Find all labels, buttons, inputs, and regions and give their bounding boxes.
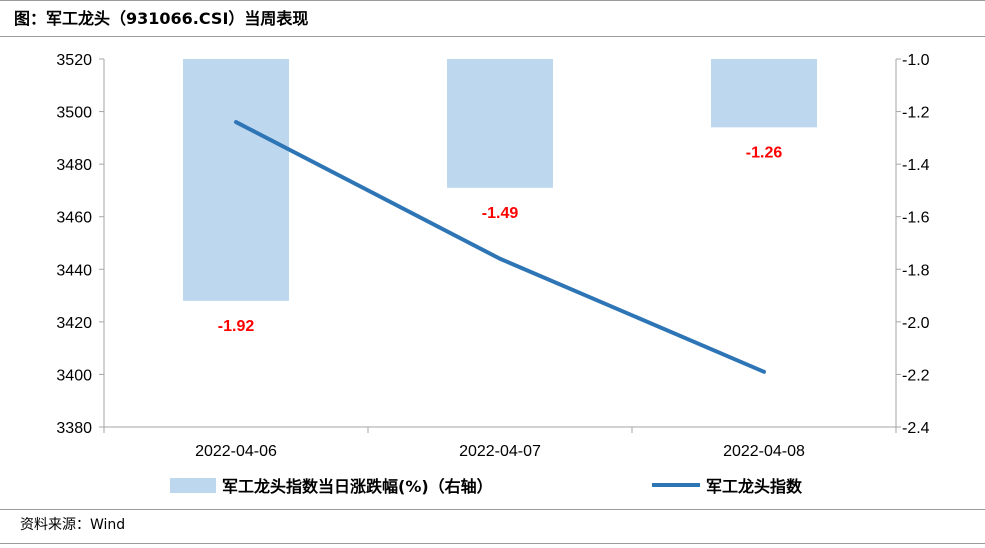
- legend-label-bar: 军工龙头指数当日涨跌幅(%)（右轴）: [222, 477, 493, 496]
- data-label-2022-04-06: -1.92: [218, 318, 255, 335]
- top-border: [0, 0, 985, 1]
- line-layer: [234, 120, 766, 374]
- footer-divider: [0, 509, 985, 510]
- chart-title: 图：军工龙头（931066.CSI）当周表现: [14, 9, 309, 28]
- source-note: 资料来源：Wind: [20, 517, 126, 533]
- left-tick-label: 3480: [56, 157, 92, 174]
- x-tick-label: 2022-04-08: [723, 443, 805, 460]
- left-tick-label: 3500: [56, 105, 92, 122]
- left-tick-label: 3380: [56, 420, 92, 437]
- left-tick-label: 3520: [56, 52, 92, 69]
- x-tick-label: 2022-04-06: [195, 443, 277, 460]
- right-tick-label: -1.6: [902, 210, 930, 227]
- right-tick-label: -2.2: [902, 367, 930, 384]
- right-tick-label: -2.4: [902, 420, 930, 437]
- bottom-border: [0, 543, 985, 544]
- left-tick-label: 3440: [56, 262, 92, 279]
- legend-label-line: 军工龙头指数: [706, 477, 803, 496]
- index-line: [234, 120, 766, 374]
- right-tick-label: -1.2: [902, 105, 930, 122]
- x-tick-label: 2022-04-07: [459, 443, 541, 460]
- bar-2022-04-08: [711, 59, 817, 128]
- left-tick-label: 3400: [56, 367, 92, 384]
- title-divider: [0, 36, 985, 37]
- right-tick-label: -1.0: [902, 52, 930, 69]
- right-tick-label: -1.8: [902, 262, 930, 279]
- right-tick-label: -1.4: [902, 157, 930, 174]
- bars-layer: -1.92 -1.49 -1.26: [183, 59, 817, 335]
- data-label-2022-04-07: -1.49: [482, 205, 519, 222]
- legend-swatch-bar: [170, 478, 216, 493]
- bar-2022-04-06: [183, 59, 289, 301]
- axis-layer: 3520 3500 3480 3460 3440 3420 3400 3380 -1.0 -1.2…: [56, 52, 929, 460]
- right-tick-label: -2.0: [902, 315, 930, 332]
- legend: 军工龙头指数当日涨跌幅(%)（右轴） 军工龙头指数: [170, 477, 803, 496]
- left-tick-label: 3420: [56, 315, 92, 332]
- data-label-2022-04-08: -1.26: [746, 144, 783, 161]
- bar-2022-04-07: [447, 59, 553, 188]
- left-tick-label: 3460: [56, 210, 92, 227]
